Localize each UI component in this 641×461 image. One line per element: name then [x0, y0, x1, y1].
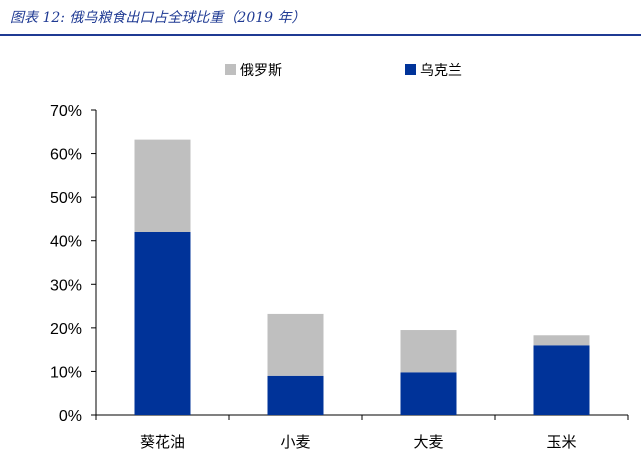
bar-ukraine: [533, 345, 590, 415]
title-rule: [0, 34, 641, 36]
y-tick-label: 70%: [50, 103, 82, 120]
legend: 俄罗斯 乌克兰: [225, 63, 462, 79]
y-axis: 0% 10% 20% 30% 40% 50% 60% 70%: [50, 103, 97, 425]
y-tick-label: 10%: [50, 364, 82, 381]
bar-ukraine: [267, 375, 324, 415]
bar-russia: [134, 139, 191, 232]
bar-russia: [533, 335, 590, 346]
y-tick-label: 40%: [50, 234, 82, 251]
figure-title: 图表 12: 俄乌粮食出口占全球比重（2019 年）: [10, 10, 306, 26]
y-tick-label: 20%: [50, 321, 82, 338]
x-category-label: 大麦: [413, 433, 443, 451]
x-category-label: 葵花油: [140, 433, 185, 451]
y-tick-label: 30%: [50, 277, 82, 294]
x-axis: 葵花油 小麦 大麦 玉米: [95, 414, 629, 451]
y-tick-label: 60%: [50, 147, 82, 164]
bar-ukraine: [134, 232, 191, 415]
bars: [134, 139, 590, 415]
bar-russia: [267, 313, 324, 376]
bar-russia: [400, 330, 457, 373]
legend-item-ukraine-label: 乌克兰: [420, 63, 462, 79]
legend-item-russia-swatch: [225, 64, 236, 75]
x-category-label: 玉米: [546, 433, 576, 451]
y-tick-label: 50%: [50, 190, 82, 207]
legend-item-russia-label: 俄罗斯: [240, 63, 282, 79]
y-tick-label: 0%: [59, 408, 82, 425]
legend-item-ukraine-swatch: [405, 64, 416, 75]
x-category-label: 小麦: [280, 433, 310, 451]
bar-ukraine: [400, 372, 457, 415]
